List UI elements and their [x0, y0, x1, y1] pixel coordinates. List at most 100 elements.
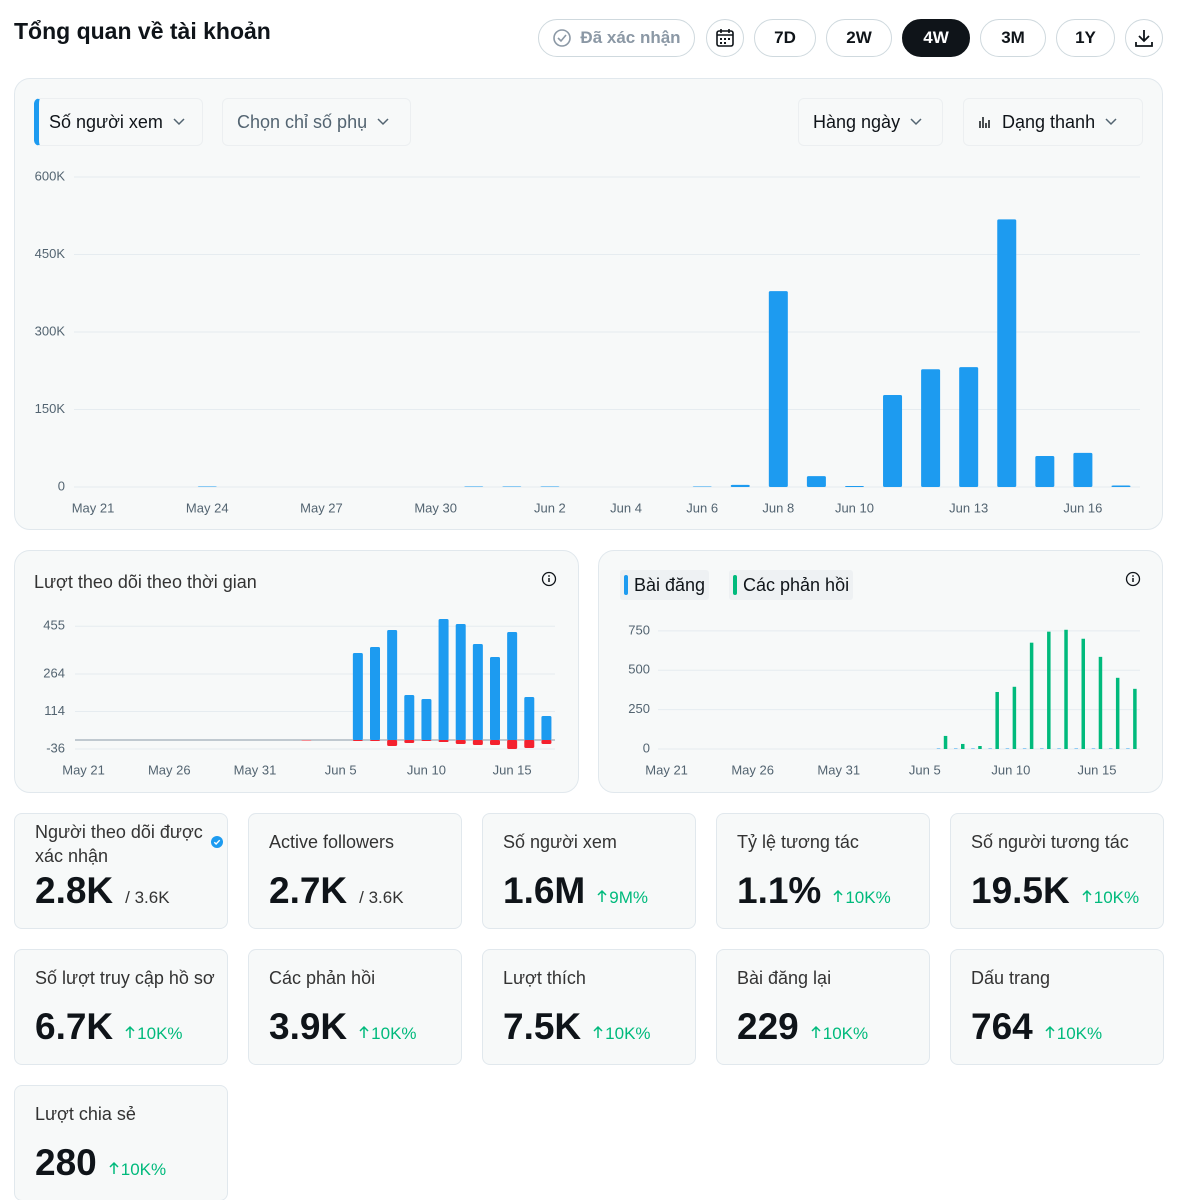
- stat-change: 10K%: [593, 1024, 651, 1044]
- stat-row: 3.9K 10K%: [269, 1006, 417, 1048]
- download-icon: [1135, 30, 1153, 47]
- range-button[interactable]: 1Y: [1056, 19, 1115, 57]
- legend-label: Bài đăng: [634, 574, 706, 595]
- metric-label: Số người xem: [49, 111, 163, 132]
- up-arrow: [833, 889, 843, 902]
- chevron: [377, 118, 389, 126]
- metric-select[interactable]: Số người xem: [34, 98, 203, 146]
- up-arrow: [125, 1025, 135, 1038]
- range-button[interactable]: 2W: [826, 19, 892, 57]
- stat-label: Người theo dõi được xác nhận: [35, 822, 203, 866]
- stat-value: 229: [737, 1006, 799, 1047]
- stat-row: 2.8K / 3.6K: [35, 870, 170, 912]
- stat-row: 19.5K 10K%: [971, 870, 1139, 912]
- stat-row: 6.7K 10K%: [35, 1006, 183, 1048]
- stat-change: 10K%: [125, 1024, 183, 1044]
- stat-change: 10K%: [109, 1160, 166, 1180]
- stat-change-text: 10K%: [137, 1024, 183, 1043]
- calendar-icon: [716, 29, 734, 47]
- up-arrow: [597, 889, 607, 902]
- stat-total: / 3.6K: [125, 888, 170, 907]
- stat-change-text: 10K%: [1093, 888, 1140, 907]
- stat-change-text: 10K%: [371, 1024, 417, 1043]
- stat-change: 10K%: [811, 1024, 868, 1044]
- range-button[interactable]: 7D: [754, 19, 816, 57]
- stat-card: Số lượt truy cập hồ sơ 6.7K 10K%: [14, 949, 228, 1065]
- stat-change-text: 10K%: [120, 1160, 167, 1179]
- stat-change-text: 10K%: [845, 888, 891, 907]
- info-icon[interactable]: [541, 571, 557, 587]
- follows-panel: [14, 550, 579, 793]
- stat-change: 10K%: [833, 888, 891, 908]
- secondary-select[interactable]: Chọn chỉ số phụ: [222, 98, 411, 146]
- stat-change: 10K%: [1082, 888, 1139, 908]
- legend-item[interactable]: Các phản hồi: [729, 570, 854, 600]
- stat-label: Active followers: [269, 832, 395, 852]
- stat-card: Active followers 2.7K / 3.6K: [248, 813, 462, 929]
- stat-value: 280: [35, 1142, 97, 1183]
- stat-label: Số người xem: [503, 832, 617, 852]
- chevron: [1105, 118, 1117, 126]
- stat-label: Bài đăng lại: [737, 968, 832, 988]
- stat-label: Số người tương tác: [971, 832, 1129, 852]
- legend-swatch: [624, 575, 628, 595]
- stat-label: Các phản hồi: [269, 968, 376, 988]
- stat-card: Lượt thích 7.5K 10K%: [482, 949, 696, 1065]
- calendar-button[interactable]: [706, 19, 744, 57]
- stat-total: / 3.6K: [359, 888, 404, 907]
- range-button[interactable]: 3M: [980, 19, 1046, 57]
- chevron: [173, 118, 185, 126]
- stat-row: 229 10K%: [737, 1006, 868, 1048]
- stat-row: 2.7K / 3.6K: [269, 870, 404, 912]
- stat-value: 1.6M: [503, 870, 586, 911]
- stat-label: Lượt chia sẻ: [35, 1104, 136, 1124]
- stat-change-text: 9M%: [609, 888, 648, 907]
- stat-change-text: 10K%: [822, 1024, 869, 1043]
- interval-select[interactable]: Hàng ngày: [798, 98, 943, 146]
- stat-value: 6.7K: [35, 1006, 114, 1047]
- legend-item[interactable]: Bài đăng: [620, 570, 710, 600]
- range-button[interactable]: 4W: [902, 19, 970, 57]
- stat-row: 7.5K 10K%: [503, 1006, 651, 1048]
- stat-card: Tỷ lệ tương tác 1.1% 10K%: [716, 813, 930, 929]
- verified-badge: [211, 836, 223, 848]
- stat-label: Dấu trang: [971, 968, 1051, 988]
- stat-label: Số lượt truy cập hồ sơ: [35, 968, 215, 988]
- verified-icon: [553, 29, 572, 47]
- stat-row: 280 10K%: [35, 1142, 166, 1184]
- up-arrow: [1082, 889, 1092, 902]
- secondary-label: Chọn chỉ số phụ: [237, 111, 368, 132]
- stat-label: Tỷ lệ tương tác: [737, 832, 859, 852]
- page-title: Tổng quan về tài khoản: [14, 18, 271, 44]
- stat-card: Lượt chia sẻ 280 10K%: [14, 1085, 228, 1200]
- up-arrow: [1045, 1025, 1055, 1038]
- chevron: [910, 118, 922, 126]
- up-arrow: [811, 1025, 821, 1038]
- stat-row: 1.1% 10K%: [737, 870, 891, 912]
- stat-value: 19.5K: [971, 870, 1070, 911]
- stat-row: 1.6M 9M%: [503, 870, 648, 912]
- style-select[interactable]: Dạng thanh: [963, 98, 1143, 146]
- stat-change-text: 10K%: [605, 1024, 651, 1043]
- style-label: Dạng thanh: [1002, 111, 1096, 132]
- stat-value: 2.8K: [35, 870, 114, 911]
- stat-row: 764 10K%: [971, 1006, 1102, 1048]
- download-button[interactable]: [1125, 19, 1163, 57]
- stat-value: 1.1%: [737, 870, 822, 911]
- follows-title: Lượt theo dõi theo thời gian: [34, 572, 257, 592]
- bar-icon: [979, 117, 990, 128]
- info-icon[interactable]: [1125, 571, 1141, 587]
- up-arrow: [109, 1161, 119, 1174]
- up-arrow: [593, 1025, 603, 1038]
- verified-label: Đã xác nhận: [580, 28, 681, 47]
- stat-value: 3.9K: [269, 1006, 348, 1047]
- stat-card: Số người tương tác 19.5K 10K%: [950, 813, 1164, 929]
- interval-label: Hàng ngày: [813, 111, 901, 132]
- legend-swatch: [733, 575, 737, 595]
- stat-card: Bài đăng lại 229 10K%: [716, 949, 930, 1065]
- stat-change: 9M%: [597, 888, 648, 908]
- verified-filter[interactable]: Đã xác nhận: [538, 19, 695, 57]
- stat-card: Các phản hồi 3.9K 10K%: [248, 949, 462, 1065]
- stat-change-text: 10K%: [1056, 1024, 1103, 1043]
